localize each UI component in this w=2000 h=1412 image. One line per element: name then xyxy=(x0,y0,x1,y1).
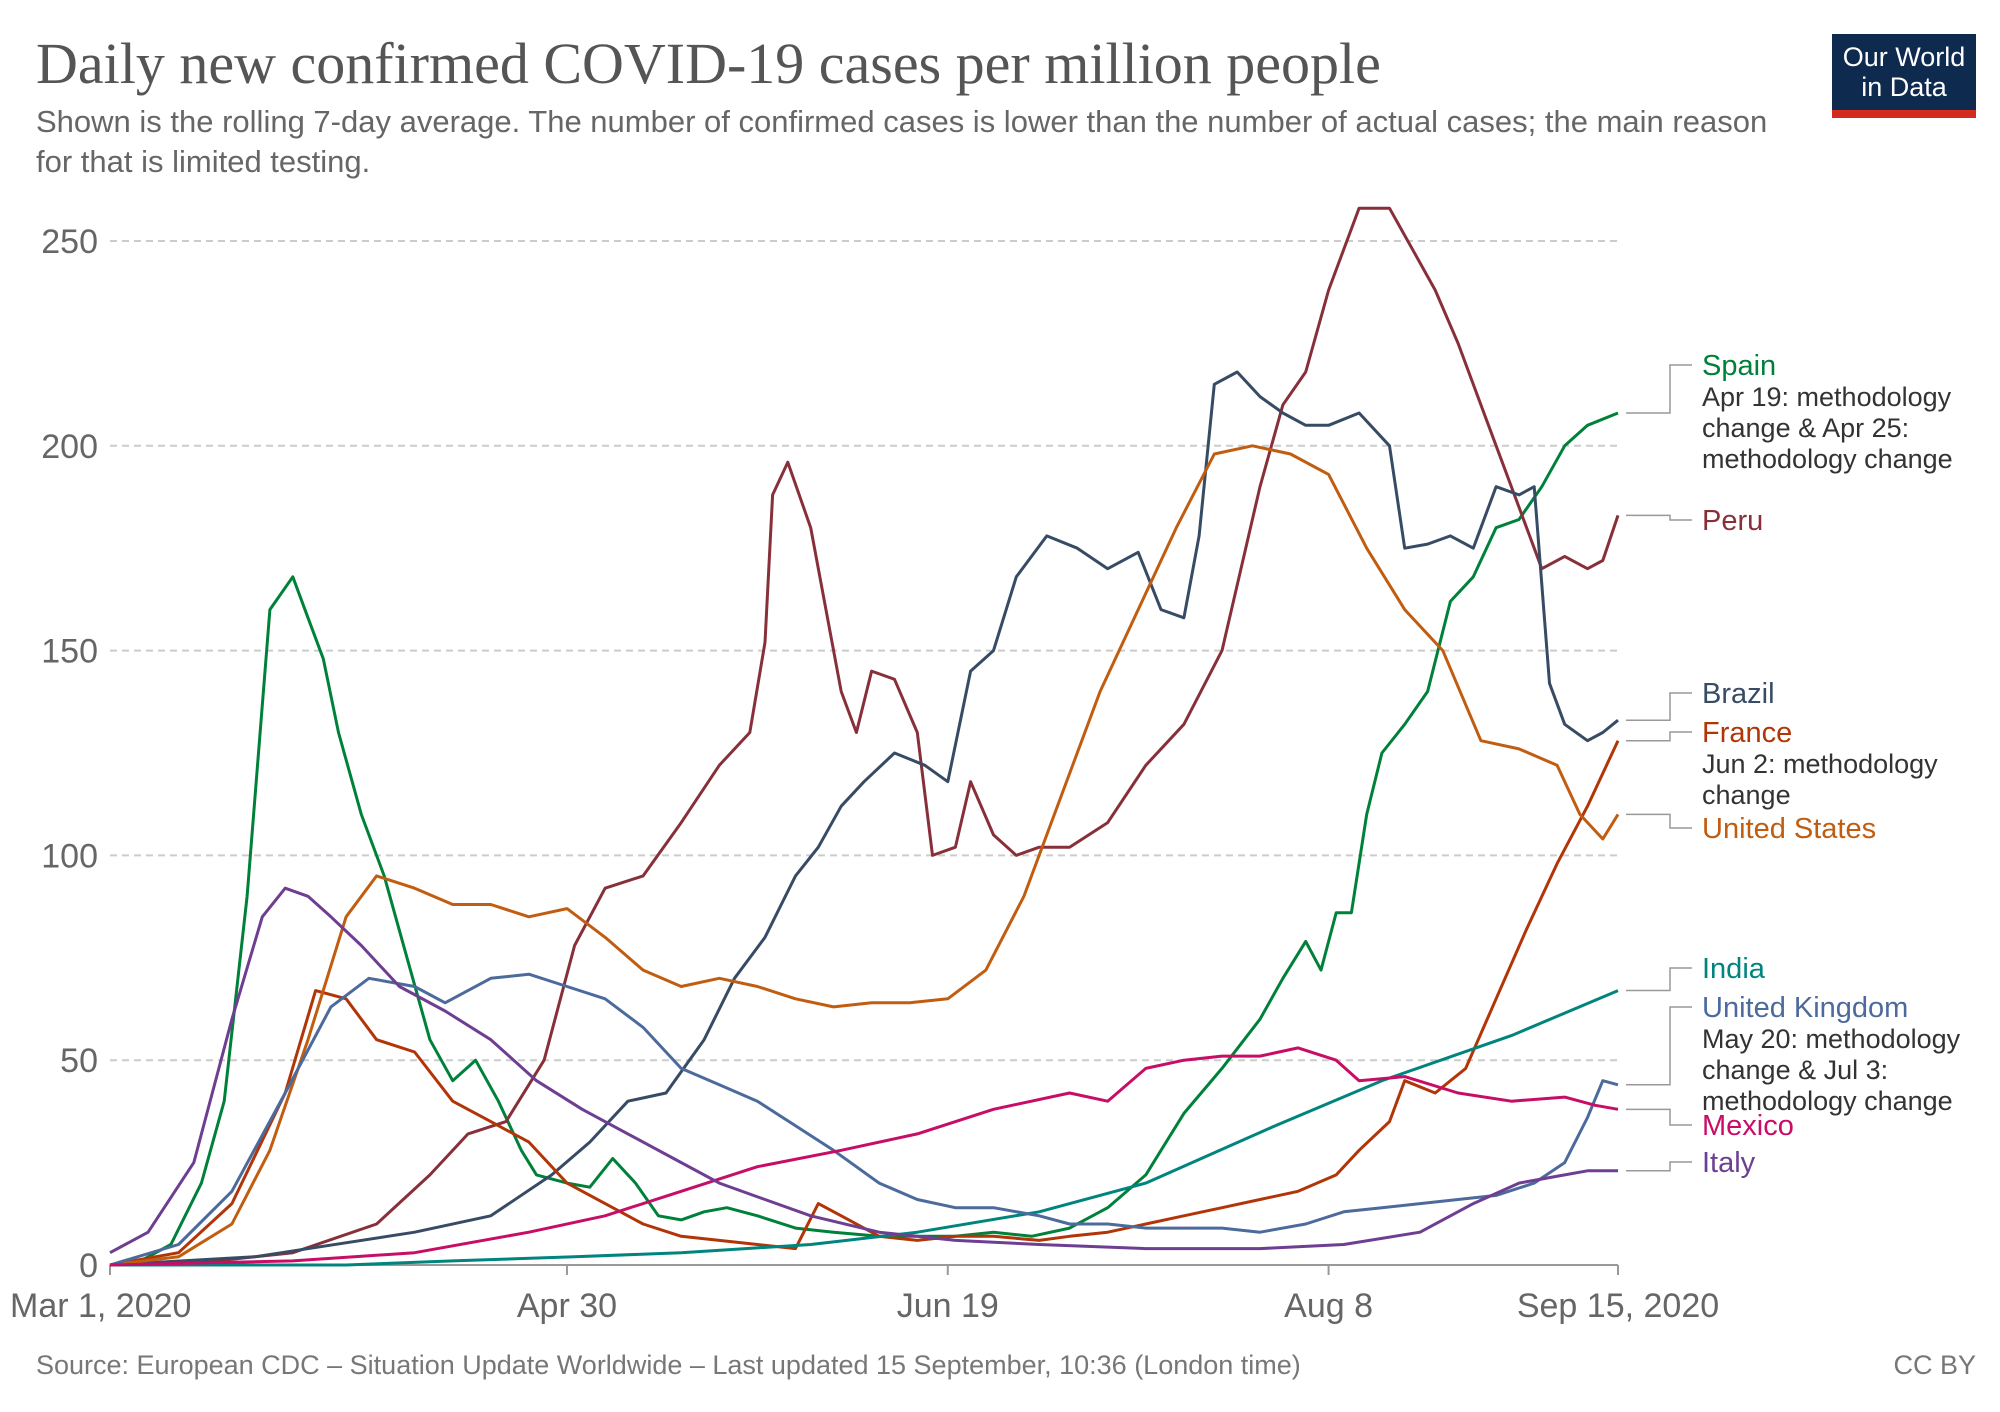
y-tick-label: 200 xyxy=(41,428,98,466)
leader-line xyxy=(1626,514,1692,521)
series-line-spain xyxy=(109,411,1619,1267)
series-label-mexico: Mexico xyxy=(1702,1110,1794,1142)
series-line-india xyxy=(110,989,1619,1267)
series-label-india: India xyxy=(1702,953,1766,985)
series-line-united-states xyxy=(109,444,1620,1267)
series-label-peru: Peru xyxy=(1702,505,1763,537)
note-line: methodology change xyxy=(1702,1086,1953,1116)
note-line: May 20: methodology xyxy=(1702,1024,1961,1054)
logo-line-1: Our World xyxy=(1842,42,1966,72)
chart-subtitle: Shown is the rolling 7-day average. The … xyxy=(36,104,1768,179)
series-note-united-kingdom: May 20: methodology change & Jul 3: method… xyxy=(1702,1024,1961,1116)
leader-line xyxy=(1626,364,1692,414)
y-tick-label: 150 xyxy=(41,633,98,671)
y-tick-label: 50 xyxy=(60,1042,98,1080)
series-note-spain: Apr 19: methodology change & Apr 25: metho… xyxy=(1702,382,1953,474)
series-line-mexico xyxy=(109,1046,1619,1267)
leader-line xyxy=(1626,1108,1692,1126)
series-label-spain: Spain xyxy=(1702,350,1776,382)
note-line: Jun 2: methodology xyxy=(1702,749,1938,779)
series-label-france: France xyxy=(1702,717,1792,749)
series-note-france: Jun 2: methodology change xyxy=(1702,749,1938,810)
chart-title: Daily new confirmed COVID-19 cases per m… xyxy=(36,31,1381,96)
series-label-united-states: United States xyxy=(1702,813,1876,845)
note-line: Apr 19: methodology xyxy=(1702,382,1952,412)
x-tick-label: Apr 30 xyxy=(517,1287,617,1325)
series-label-brazil: Brazil xyxy=(1702,678,1775,710)
leader-line xyxy=(1626,1161,1692,1172)
series-line-italy xyxy=(109,886,1618,1255)
license-link[interactable]: CC BY xyxy=(1893,1350,1976,1380)
series-line-peru xyxy=(109,206,1620,1267)
series-line-brazil xyxy=(109,370,1619,1267)
axes: 0 50 100 150 200 250 Mar 1, 2020 Apr 30 Jun 19 Au… xyxy=(10,223,1719,1325)
grid-lines xyxy=(110,239,1618,1062)
series-lines xyxy=(109,206,1620,1267)
series-label-united-kingdom: United Kingdom xyxy=(1702,992,1908,1024)
series-line-france xyxy=(109,740,1620,1267)
leader-line xyxy=(1626,731,1692,742)
source-note: Source: European CDC – Situation Update … xyxy=(36,1350,1301,1380)
y-tick-label: 250 xyxy=(41,223,98,261)
series-label-italy: Italy xyxy=(1702,1147,1756,1179)
leader-line xyxy=(1626,1006,1692,1086)
x-tick-label: Jun 19 xyxy=(897,1287,999,1325)
note-line: change xyxy=(1702,780,1791,810)
x-tick-label: Mar 1, 2020 xyxy=(10,1287,191,1325)
y-tick-label: 100 xyxy=(41,837,98,875)
series-line-united-kingdom xyxy=(109,972,1619,1267)
leader-line xyxy=(1626,967,1692,992)
note-line: change & Jul 3: xyxy=(1702,1055,1888,1085)
y-tick-label: 0 xyxy=(79,1247,98,1285)
leader-line xyxy=(1626,692,1692,721)
logo-line-2: in Data xyxy=(1861,72,1947,102)
note-line: change & Apr 25: xyxy=(1702,413,1909,443)
note-line: methodology change xyxy=(1702,444,1953,474)
owid-logo[interactable]: Our World in Data xyxy=(1832,34,1976,118)
leader-line xyxy=(1626,813,1692,829)
x-tick-label: Sep 15, 2020 xyxy=(1517,1287,1719,1325)
x-tick-label: Aug 8 xyxy=(1284,1287,1373,1325)
